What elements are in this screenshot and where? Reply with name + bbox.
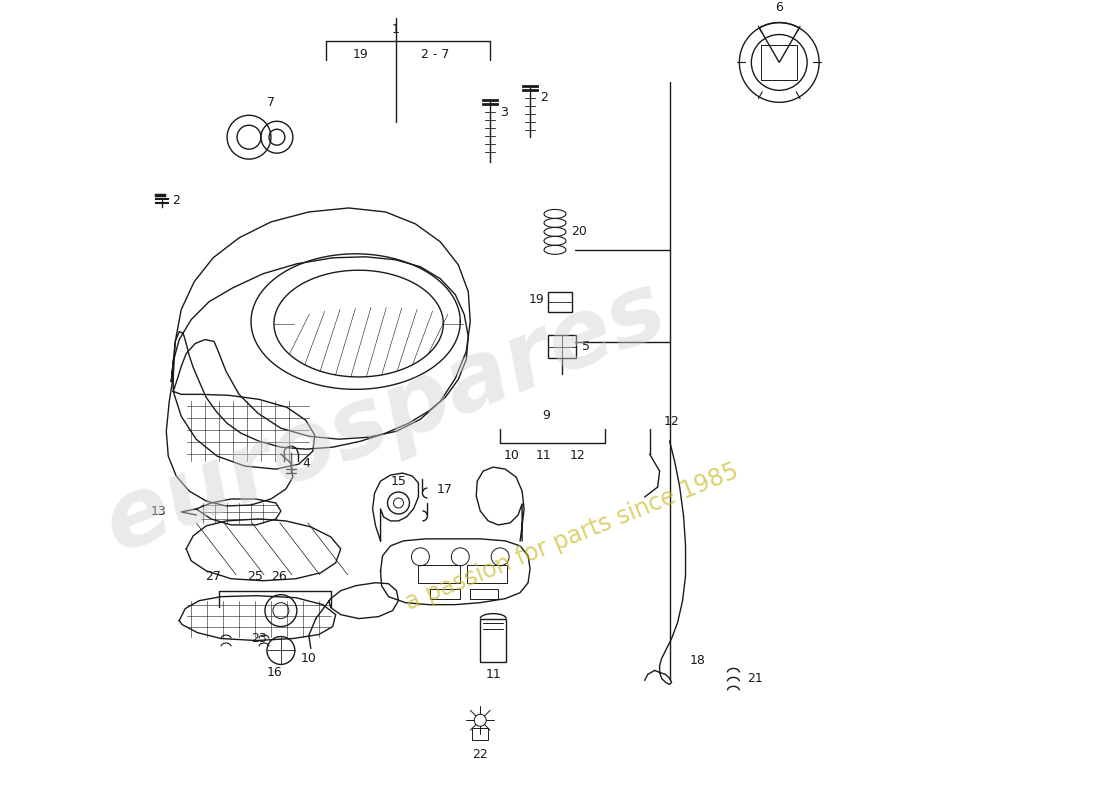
Text: 23: 23 — [251, 632, 267, 645]
Text: 21: 21 — [747, 672, 763, 685]
Text: 1: 1 — [392, 23, 399, 36]
Text: 20: 20 — [571, 226, 586, 238]
Text: 10: 10 — [504, 449, 520, 462]
Text: 6: 6 — [776, 1, 783, 14]
Text: 3: 3 — [500, 106, 508, 118]
Text: eurospares: eurospares — [91, 262, 680, 572]
Text: 12: 12 — [663, 414, 680, 428]
Text: 2 - 7: 2 - 7 — [421, 48, 450, 61]
Text: a passion for parts since 1985: a passion for parts since 1985 — [402, 459, 742, 615]
Text: 10: 10 — [301, 652, 317, 665]
Text: 27: 27 — [205, 570, 221, 583]
Text: 17: 17 — [437, 482, 452, 495]
Text: 25: 25 — [248, 570, 263, 583]
Text: 2: 2 — [173, 194, 180, 207]
Text: 4: 4 — [302, 457, 310, 470]
Text: 12: 12 — [570, 449, 585, 462]
Text: 18: 18 — [690, 654, 705, 667]
Text: 13: 13 — [151, 506, 166, 518]
Text: 11: 11 — [485, 668, 502, 681]
Text: 16: 16 — [267, 666, 283, 679]
Text: 19: 19 — [528, 293, 544, 306]
Text: 9: 9 — [542, 409, 550, 422]
Text: 22: 22 — [472, 748, 488, 761]
Text: 19: 19 — [353, 48, 369, 61]
Text: 5: 5 — [582, 340, 590, 353]
Text: 15: 15 — [390, 474, 406, 487]
Text: 26: 26 — [271, 570, 287, 583]
Text: 11: 11 — [536, 449, 552, 462]
Text: 7: 7 — [267, 96, 275, 109]
Text: 2: 2 — [540, 91, 548, 104]
